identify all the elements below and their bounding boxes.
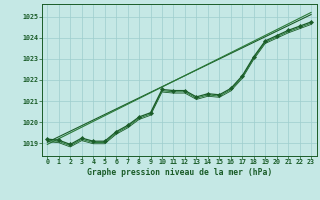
X-axis label: Graphe pression niveau de la mer (hPa): Graphe pression niveau de la mer (hPa) bbox=[87, 168, 272, 177]
